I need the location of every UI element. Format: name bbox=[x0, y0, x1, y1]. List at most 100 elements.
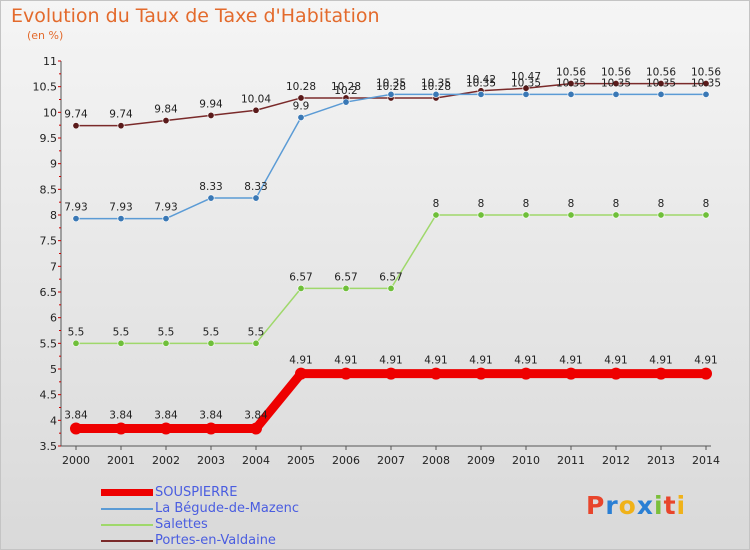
data-label: 10.42 bbox=[466, 74, 496, 86]
data-label: 10.04 bbox=[241, 93, 271, 105]
data-point bbox=[657, 90, 665, 98]
data-point bbox=[162, 117, 170, 125]
chart-title: Evolution du Taux de Taxe d'Habitation bbox=[11, 5, 380, 27]
legend-swatch-souspierre bbox=[101, 489, 153, 496]
data-point bbox=[385, 367, 397, 380]
data-label: 10.28 bbox=[376, 81, 406, 93]
data-label: 7.93 bbox=[64, 202, 87, 214]
data-point bbox=[432, 211, 440, 219]
data-label: 10.28 bbox=[286, 81, 316, 93]
data-point bbox=[702, 90, 710, 98]
data-label: 9.94 bbox=[199, 98, 223, 110]
data-label: 10.56 bbox=[556, 67, 586, 79]
data-label: 10.56 bbox=[646, 67, 676, 79]
data-point bbox=[297, 94, 305, 102]
data-point bbox=[387, 90, 395, 98]
data-label: 6.57 bbox=[289, 271, 312, 283]
data-point bbox=[117, 122, 125, 130]
data-label: 3.84 bbox=[199, 410, 223, 422]
data-label: 10.2 bbox=[334, 85, 357, 97]
data-point bbox=[117, 215, 125, 223]
legend-label: Portes-en-Valdaine bbox=[155, 533, 276, 548]
data-label: 4.91 bbox=[379, 355, 402, 367]
data-point bbox=[567, 80, 575, 88]
data-label: 6.57 bbox=[379, 271, 402, 283]
data-point bbox=[340, 367, 352, 380]
data-label: 10.35 bbox=[421, 77, 451, 89]
y-tick-label: 10 bbox=[43, 106, 57, 119]
x-tick-label: 2007 bbox=[377, 454, 405, 467]
data-label: 4.91 bbox=[514, 355, 537, 367]
data-label: 7.93 bbox=[154, 202, 177, 214]
data-label: 4.91 bbox=[289, 355, 312, 367]
data-point bbox=[252, 106, 260, 114]
data-point bbox=[520, 367, 532, 380]
data-point bbox=[250, 422, 262, 435]
data-label: 8 bbox=[433, 198, 440, 210]
data-point bbox=[657, 80, 665, 88]
data-label: 10.28 bbox=[421, 81, 451, 93]
legend-label: SOUSPIERRE bbox=[155, 485, 238, 500]
data-point bbox=[115, 422, 127, 435]
data-point bbox=[612, 80, 620, 88]
y-tick-label: 7 bbox=[50, 260, 57, 273]
data-label: 8 bbox=[523, 198, 530, 210]
data-label: 9.84 bbox=[154, 104, 178, 116]
data-label: 5.5 bbox=[203, 326, 220, 338]
data-label: 10.35 bbox=[601, 77, 631, 89]
x-tick-label: 2000 bbox=[62, 454, 90, 467]
data-label: 10.28 bbox=[331, 81, 361, 93]
data-label: 8 bbox=[658, 198, 665, 210]
data-label: 5.5 bbox=[158, 326, 175, 338]
y-tick-label: 6 bbox=[50, 312, 57, 325]
legend-swatch-portes-en-valdaine bbox=[101, 540, 153, 542]
x-tick-label: 2009 bbox=[467, 454, 495, 467]
y-tick-label: 7.5 bbox=[40, 235, 58, 248]
data-label: 9.74 bbox=[64, 109, 88, 121]
data-label: 10.35 bbox=[466, 77, 496, 89]
data-label: 10.35 bbox=[646, 77, 676, 89]
data-point bbox=[72, 122, 80, 130]
logo-letter: o bbox=[618, 491, 637, 520]
data-point bbox=[70, 422, 82, 435]
logo-letter: i bbox=[654, 491, 664, 520]
legend-swatch-salettes bbox=[101, 524, 153, 526]
y-tick-label: 5.5 bbox=[40, 337, 58, 350]
data-point bbox=[297, 284, 305, 292]
y-tick-label: 5 bbox=[50, 363, 57, 376]
data-label: 8.33 bbox=[244, 181, 267, 193]
data-label: 10.35 bbox=[511, 77, 541, 89]
data-label: 3.84 bbox=[109, 410, 133, 422]
y-tick-label: 4.5 bbox=[40, 389, 58, 402]
data-label: 9.74 bbox=[109, 109, 133, 121]
x-tick-label: 2011 bbox=[557, 454, 585, 467]
data-point bbox=[162, 215, 170, 223]
data-label: 9.9 bbox=[293, 100, 310, 112]
data-point bbox=[430, 367, 442, 380]
data-point bbox=[477, 90, 485, 98]
logo-letter: r bbox=[605, 491, 619, 520]
data-point bbox=[655, 367, 667, 380]
data-point bbox=[205, 422, 217, 435]
data-point bbox=[612, 211, 620, 219]
x-tick-label: 2014 bbox=[692, 454, 720, 467]
x-tick-label: 2006 bbox=[332, 454, 360, 467]
data-point bbox=[432, 90, 440, 98]
data-label: 10.35 bbox=[376, 77, 406, 89]
data-label: 10.56 bbox=[601, 67, 631, 79]
data-label: 7.93 bbox=[109, 202, 132, 214]
y-tick-label: 8 bbox=[50, 209, 57, 222]
data-point bbox=[160, 422, 172, 435]
data-point bbox=[387, 284, 395, 292]
x-tick-label: 2005 bbox=[287, 454, 315, 467]
y-tick-label: 4 bbox=[50, 414, 57, 427]
legend-swatch-la-begude-de-mazenc bbox=[101, 508, 153, 510]
data-point bbox=[252, 194, 260, 202]
y-tick-label: 9 bbox=[50, 158, 57, 171]
data-point bbox=[162, 339, 170, 347]
data-label: 10.35 bbox=[556, 77, 586, 89]
data-point bbox=[612, 90, 620, 98]
chart-legend: SOUSPIERRE La Bégude-de-Mazenc Salettes … bbox=[101, 485, 361, 549]
data-label: 8 bbox=[568, 198, 575, 210]
x-tick-label: 2010 bbox=[512, 454, 540, 467]
